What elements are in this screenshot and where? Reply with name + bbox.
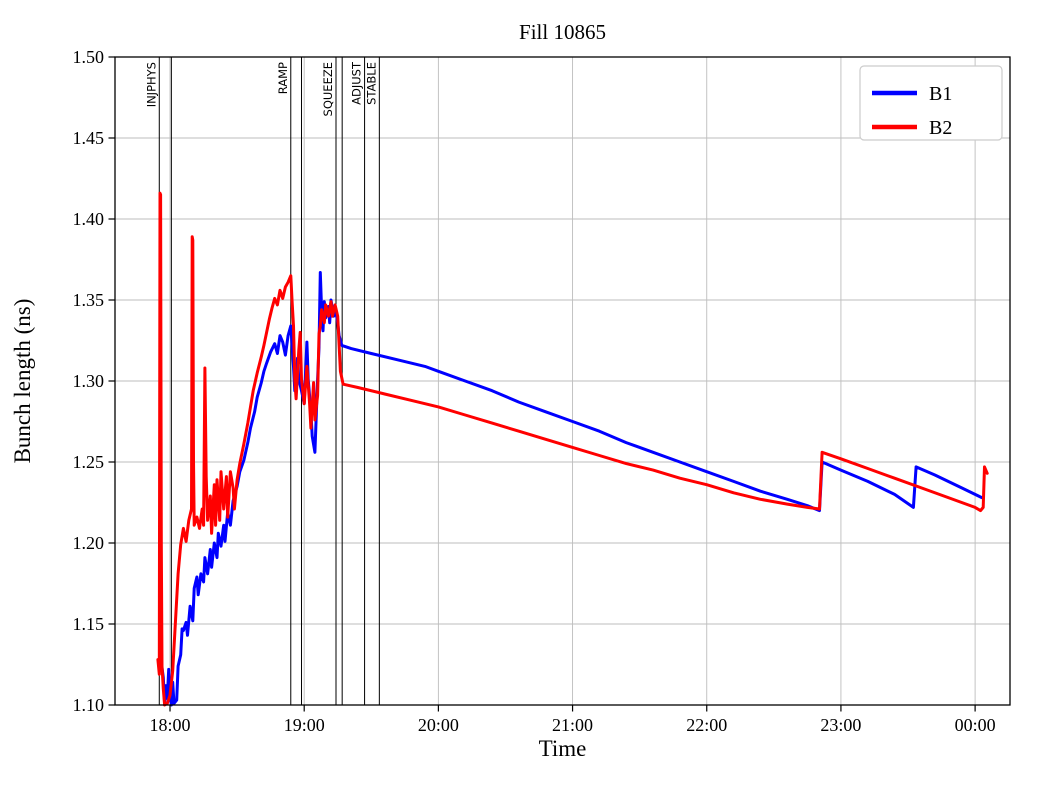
y-tick-label: 1.40 xyxy=(73,209,105,229)
beam-mode-label-ramp: RAMP xyxy=(276,62,290,94)
y-tick-label: 1.15 xyxy=(73,614,105,634)
x-tick-label: 20:00 xyxy=(418,715,459,735)
legend-label-b1: B1 xyxy=(929,83,952,105)
x-tick-label: 19:00 xyxy=(284,715,325,735)
series-b2 xyxy=(156,191,989,707)
x-tick-label: 21:00 xyxy=(552,715,593,735)
series-b1 xyxy=(160,271,984,707)
y-tick-label: 1.50 xyxy=(73,47,105,67)
x-tick-label: 22:00 xyxy=(686,715,727,735)
beam-mode-label-stable: STABLE xyxy=(364,62,378,105)
beam-mode-label-injphys: INJPHYS xyxy=(144,62,158,107)
chart-title: Fill 10865 xyxy=(519,20,606,44)
y-tick-label: 1.45 xyxy=(73,128,105,148)
y-axis-label: Bunch length (ns) xyxy=(10,299,35,464)
x-axis-label: Time xyxy=(539,736,587,761)
x-tick-label: 23:00 xyxy=(820,715,861,735)
beam-mode-label-adjust: ADJUST xyxy=(350,61,364,105)
legend-box xyxy=(859,65,1003,141)
y-tick-label: 1.10 xyxy=(73,695,105,715)
beam-mode-label-squeeze: SQUEEZE xyxy=(321,62,335,116)
y-tick-label: 1.30 xyxy=(73,371,105,391)
y-tick-label: 1.20 xyxy=(73,533,105,553)
x-tick-label: 00:00 xyxy=(955,715,996,735)
legend-label-b2: B2 xyxy=(929,117,952,139)
y-tick-label: 1.25 xyxy=(73,452,105,472)
y-tick-label: 1.35 xyxy=(73,290,105,310)
x-tick-label: 18:00 xyxy=(150,715,191,735)
